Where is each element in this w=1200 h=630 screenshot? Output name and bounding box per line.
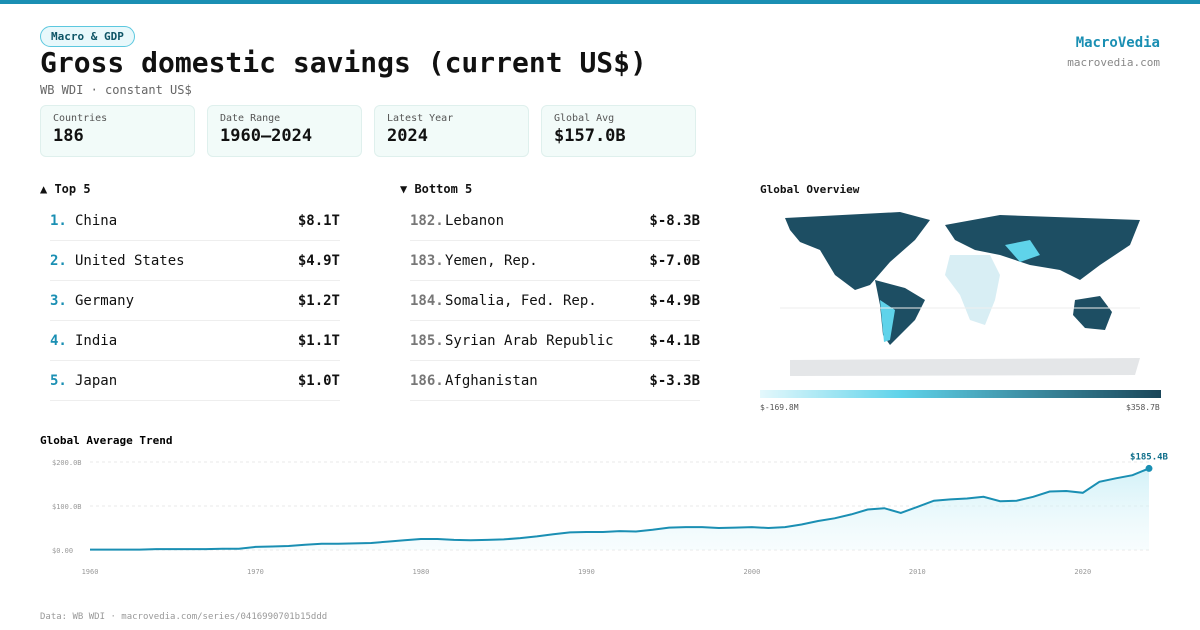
top-heading: ▲ Top 5	[40, 182, 91, 196]
rank: 183.	[410, 252, 444, 269]
amount: $-3.3B	[649, 372, 700, 389]
country: India	[75, 332, 118, 349]
site: macrovedia.com	[1067, 56, 1160, 69]
country: Afghanistan	[445, 372, 538, 389]
x-tick-label: 1990	[578, 568, 595, 576]
stat-card: Latest Year 2024	[374, 105, 529, 157]
amount: $-4.1B	[649, 332, 700, 349]
rank: 1.	[50, 212, 67, 229]
area	[90, 468, 1149, 550]
rank: 182.	[410, 212, 444, 229]
country: Yemen, Rep.	[445, 252, 538, 269]
rank-row: 1. China $8.1T	[50, 201, 340, 241]
footer: Data: WB WDI · macrovedia.com/series/041…	[40, 612, 328, 622]
x-tick-label: 2020	[1074, 568, 1091, 576]
country: Syrian Arab Republic	[445, 332, 614, 349]
stat-label: Global Avg	[554, 113, 615, 124]
chart-title: Global Average Trend	[40, 434, 172, 447]
line	[90, 467, 1150, 551]
subtitle: WB WDI · constant US$	[40, 83, 192, 97]
stat-card: Date Range 1960–2024	[207, 105, 362, 157]
top-bar	[0, 0, 1200, 4]
country: Somalia, Fed. Rep.	[445, 292, 597, 309]
y-tick-label: $200.0B	[52, 459, 82, 467]
amount: $8.1T	[297, 212, 340, 229]
stat-value: 1960–2024	[220, 126, 313, 146]
rank: 4.	[50, 332, 67, 349]
country: Japan	[75, 372, 118, 389]
y-tick-label: $0.00	[52, 547, 73, 555]
x-tick-label: 1970	[247, 568, 264, 576]
page-title: Gross domestic savings (current US$)	[40, 46, 647, 79]
map-heading: Global Overview	[760, 183, 860, 196]
rank-row: 185. Syrian Arab Republic $-4.1B	[410, 321, 700, 361]
stat-label: Latest Year	[387, 113, 454, 124]
rank-row: 186. Afghanistan $-3.3B	[410, 361, 700, 401]
stat-label: Countries	[53, 113, 108, 124]
y-tick-label: $100.0B	[52, 503, 82, 511]
map-max: $358.7B	[1126, 403, 1160, 412]
x-tick-label: 2000	[743, 568, 760, 576]
rank-row: 4. India $1.1T	[50, 321, 340, 361]
stat-value: 2024	[387, 126, 428, 146]
country: China	[75, 212, 118, 229]
bottom-heading: ▼ Bottom 5	[400, 182, 473, 196]
stat-label: Date Range	[220, 113, 281, 124]
amount: $1.2T	[297, 292, 340, 309]
brand: MacroVedia	[1075, 35, 1160, 51]
amount: $4.9T	[297, 252, 340, 269]
stat-value: $157.0B	[554, 126, 626, 146]
last-value-label: $185.4B	[1130, 452, 1169, 462]
world-map	[780, 212, 1140, 376]
rank: 3.	[50, 292, 67, 309]
amount: $1.1T	[297, 332, 340, 349]
rank-row: 182. Lebanon $-8.3B	[410, 201, 700, 241]
rank: 184.	[410, 292, 444, 309]
country: Germany	[75, 292, 135, 309]
stat-card: Countries 186	[40, 105, 195, 157]
rank: 185.	[410, 332, 444, 349]
rank: 186.	[410, 372, 444, 389]
amount: $-8.3B	[649, 212, 700, 229]
rank-row: 184. Somalia, Fed. Rep. $-4.9B	[410, 281, 700, 321]
country: United States	[75, 252, 185, 269]
rank: 2.	[50, 252, 67, 269]
rank: 5.	[50, 372, 67, 389]
map-min: $-169.8M	[760, 403, 799, 412]
stat-value: 186	[53, 126, 84, 146]
x-tick-label: 1960	[82, 568, 99, 576]
stat-card: Global Avg $157.0B	[541, 105, 696, 157]
x-tick-label: 2010	[909, 568, 926, 576]
rank-row: 3. Germany $1.2T	[50, 281, 340, 321]
category-tag: Macro & GDP	[40, 26, 135, 47]
last-point	[1145, 464, 1153, 472]
country: Lebanon	[445, 212, 505, 229]
rank-row: 183. Yemen, Rep. $-7.0B	[410, 241, 700, 281]
x-tick-label: 1980	[413, 568, 430, 576]
rank-row: 5. Japan $1.0T	[50, 361, 340, 401]
amount: $-4.9B	[649, 292, 700, 309]
rank-row: 2. United States $4.9T	[50, 241, 340, 281]
amount: $1.0T	[297, 372, 340, 389]
map-legend-bar	[760, 390, 1161, 398]
amount: $-7.0B	[649, 252, 700, 269]
